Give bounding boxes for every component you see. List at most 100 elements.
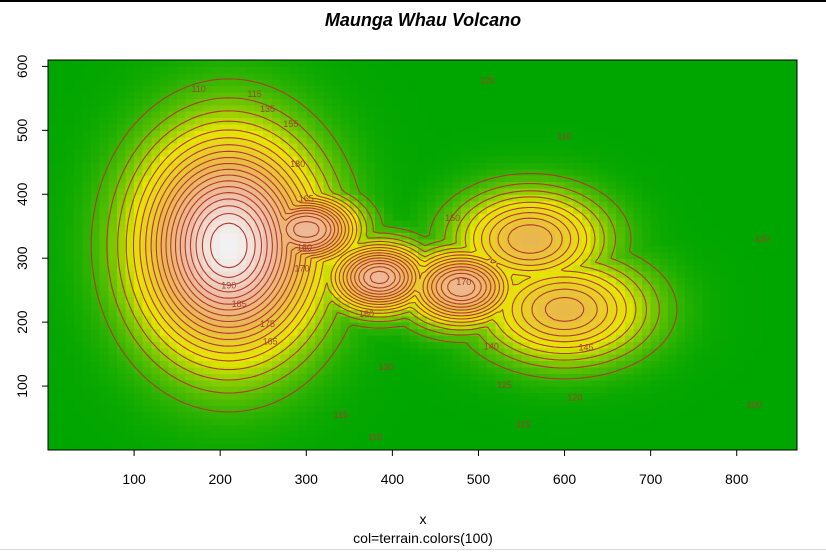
heatmap-cell [590,437,599,444]
heatmap-cell [401,150,410,157]
heatmap-cell [470,424,479,431]
heatmap-cell [367,412,376,419]
heatmap-cell [194,399,203,406]
heatmap-cell [177,437,186,444]
heatmap-cell [659,380,668,387]
heatmap-cell [702,392,711,399]
heatmap-cell [108,66,117,73]
heatmap-cell [108,386,117,393]
heatmap-cell [547,175,556,182]
heatmap-cell [341,354,350,361]
heatmap-cell [384,329,393,336]
heatmap-cell [659,169,668,176]
heatmap-cell [496,124,505,131]
heatmap-cell [392,181,401,188]
heatmap-cell [212,399,221,406]
heatmap-cell [151,431,160,438]
heatmap-cell [582,392,591,399]
heatmap-cell [504,92,513,99]
heatmap-cell [659,201,668,208]
heatmap-cell [659,322,668,329]
heatmap-cell [108,252,117,259]
heatmap-cell [565,79,574,86]
heatmap-cell [582,418,591,425]
heatmap-cell [82,360,91,367]
heatmap-cell [237,418,246,425]
heatmap-cell [220,348,229,355]
heatmap-cell [444,66,453,73]
heatmap-cell [125,265,134,272]
heatmap-cell [573,380,582,387]
heatmap-cell [470,66,479,73]
heatmap-cell [496,392,505,399]
heatmap-cell [160,418,169,425]
heatmap-cell [263,392,272,399]
heatmap-cell [720,207,729,214]
heatmap-cell [186,130,195,137]
heatmap-cell [169,194,178,201]
heatmap-cell [384,66,393,73]
heatmap-cell [263,412,272,419]
heatmap-cell [625,412,634,419]
heatmap-cell [177,66,186,73]
heatmap-cell [659,207,668,214]
heatmap-cell [349,66,358,73]
heatmap-cell [582,124,591,131]
heatmap-cell [668,118,677,125]
heatmap-cell [676,143,685,150]
heatmap-cell [134,431,143,438]
heatmap-cell [522,194,531,201]
heatmap-cell [685,118,694,125]
heatmap-cell [57,309,66,316]
heatmap-cell [633,245,642,252]
heatmap-cell [642,437,651,444]
heatmap-cell [272,79,281,86]
heatmap-cell [100,130,109,137]
heatmap-cell [100,297,109,304]
heatmap-cell [745,348,754,355]
heatmap-cell [435,169,444,176]
heatmap-cell [590,79,599,86]
heatmap-cell [702,137,711,144]
heatmap-cell [599,60,608,67]
heatmap-cell [702,124,711,131]
heatmap-cell [323,143,332,150]
heatmap-cell [323,386,332,393]
heatmap-cell [504,245,513,252]
heatmap-cell [418,207,427,214]
heatmap-cell [367,194,376,201]
heatmap-cell [702,162,711,169]
heatmap-cell [358,194,367,201]
heatmap-cell [375,66,384,73]
heatmap-cell [91,92,100,99]
heatmap-cell [177,424,186,431]
heatmap-cell [651,66,660,73]
heatmap-cell [315,354,324,361]
heatmap-cell [737,252,746,259]
heatmap-cell [711,252,720,259]
heatmap-cell [246,392,255,399]
heatmap-cell [565,431,574,438]
heatmap-cell [504,130,513,137]
heatmap-cell [384,213,393,220]
heatmap-cell [151,181,160,188]
heatmap-cell [435,418,444,425]
heatmap-cell [332,392,341,399]
heatmap-cell [134,239,143,246]
heatmap-cell [91,143,100,150]
heatmap-cell [590,105,599,112]
heatmap-cell [676,290,685,297]
heatmap-cell [169,98,178,105]
heatmap-cell [212,118,221,125]
heatmap-cell [134,399,143,406]
heatmap-cell [117,98,126,105]
heatmap-cell [134,233,143,240]
heatmap-cell [504,156,513,163]
heatmap-cell [539,297,548,304]
heatmap-cell [375,156,384,163]
heatmap-cell [134,98,143,105]
heatmap-cell [694,169,703,176]
heatmap-cell [117,367,126,374]
heatmap-cell [48,399,57,406]
heatmap-cell [74,188,83,195]
